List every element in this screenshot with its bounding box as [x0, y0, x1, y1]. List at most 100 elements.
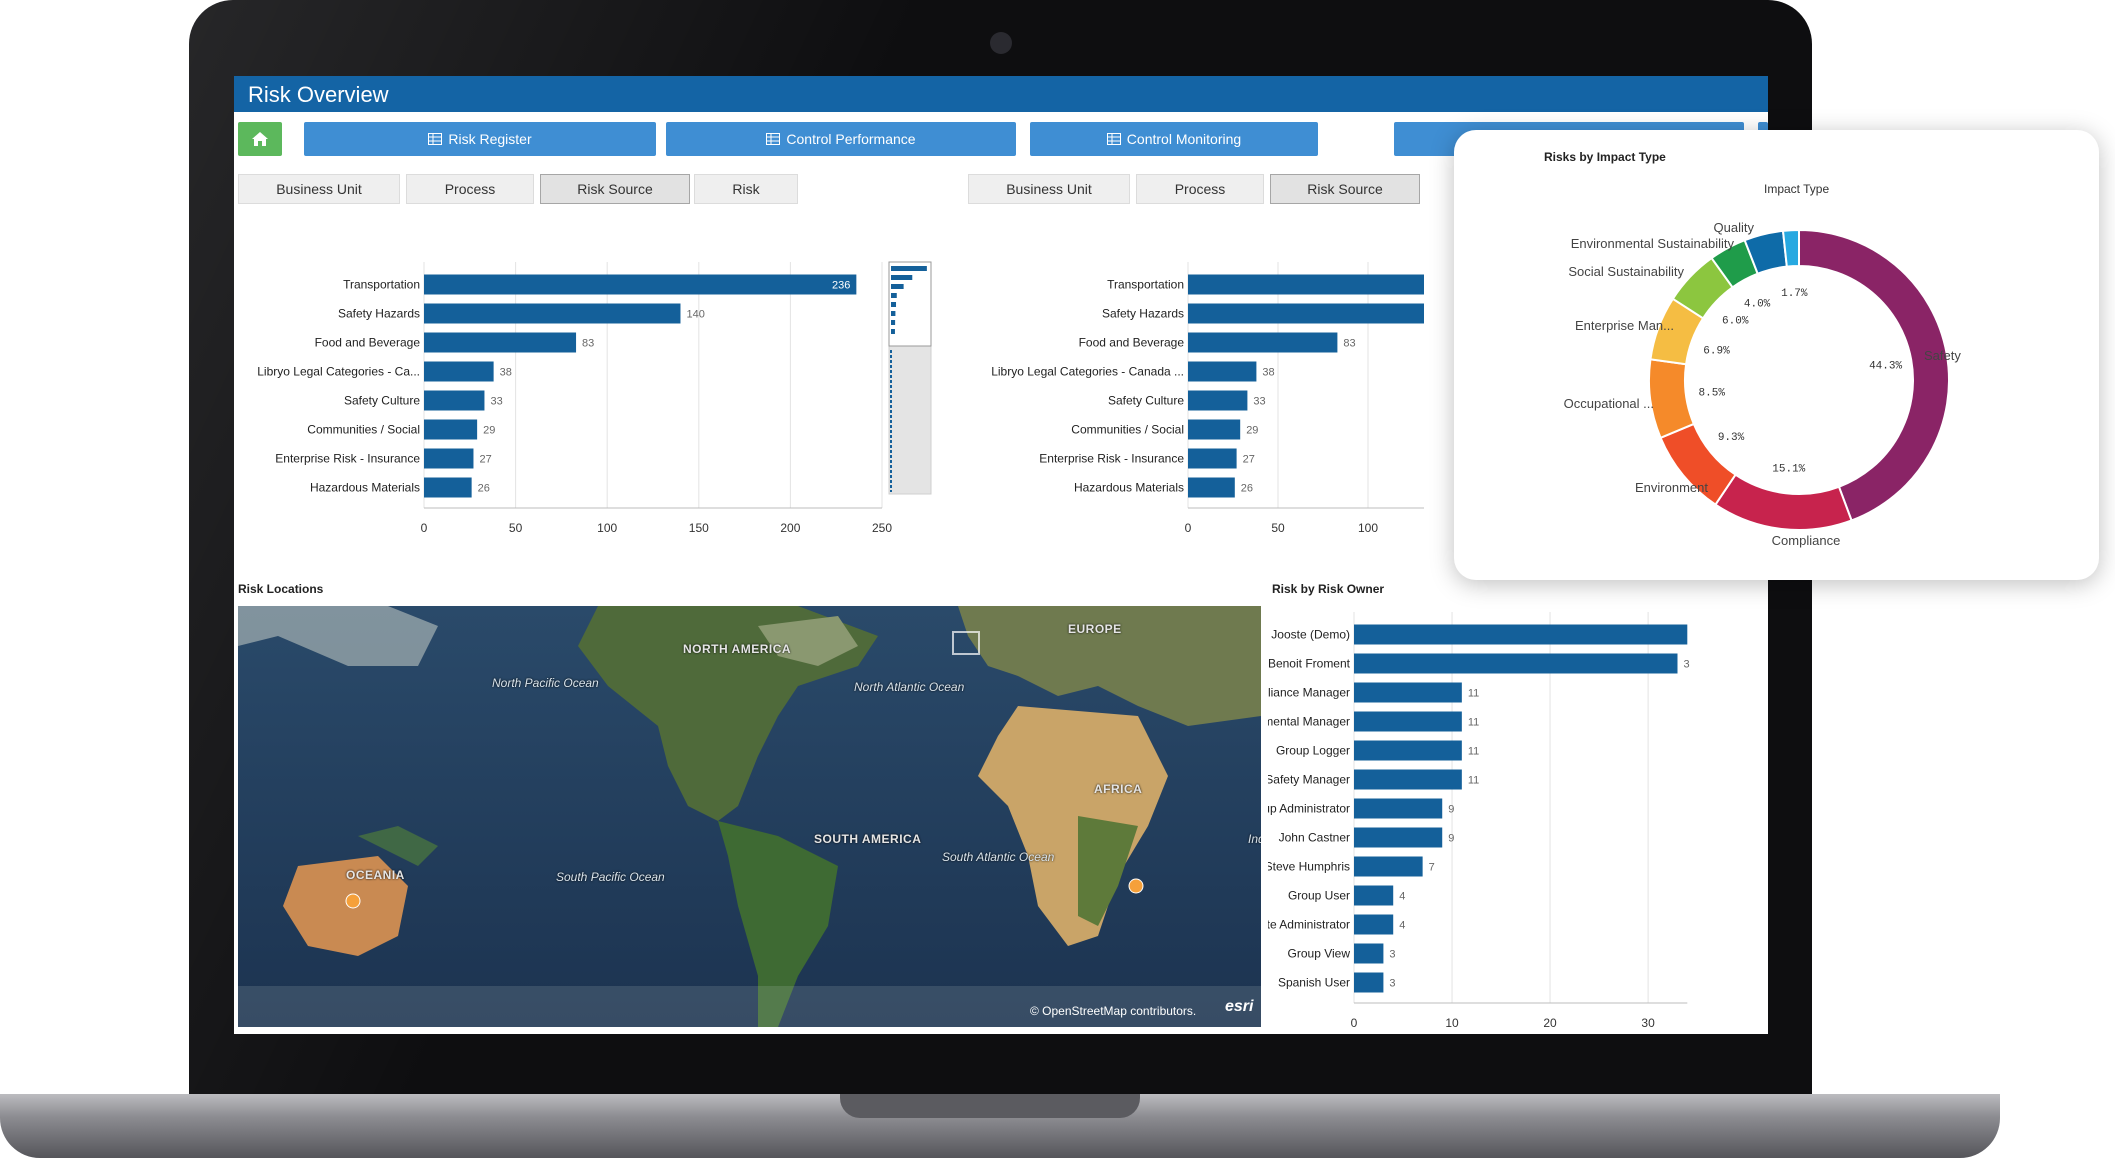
esri-logo: esri — [1225, 998, 1254, 1015]
slice-label: Social Sustainability — [1568, 264, 1684, 279]
table-icon — [1106, 133, 1121, 145]
x-tick-label: 100 — [1358, 521, 1378, 535]
overview-bar — [891, 266, 927, 271]
value-label: 11 — [1468, 717, 1479, 729]
tab-business-unit-right[interactable]: Business Unit — [968, 174, 1130, 204]
label-indian-ocean: Ind — [1248, 832, 1261, 846]
bar[interactable] — [1354, 856, 1423, 877]
x-tick-label: 10 — [1445, 1016, 1459, 1030]
value-label: 236 — [832, 280, 850, 292]
control-monitoring-button[interactable]: Control Monitoring — [1030, 122, 1318, 156]
bar[interactable] — [424, 274, 857, 295]
bar[interactable] — [424, 419, 478, 440]
bar[interactable] — [1354, 769, 1462, 790]
category-label: Transportation — [1107, 278, 1184, 292]
overview-bar — [891, 284, 904, 289]
home-extent-icon[interactable] — [952, 631, 980, 655]
category-label: CJ Jooste (Demo) — [1268, 628, 1350, 642]
bar[interactable] — [1188, 361, 1257, 382]
control-performance-button[interactable]: Control Performance — [666, 122, 1016, 156]
slice-label: Compliance — [1772, 533, 1841, 548]
bar[interactable] — [1354, 740, 1462, 761]
tab-label: Risk — [732, 181, 760, 197]
tab-business-unit-left[interactable]: Business Unit — [238, 174, 400, 204]
bar[interactable] — [1354, 827, 1443, 848]
page-title: Risk Overview — [248, 82, 389, 107]
bar[interactable] — [1188, 332, 1338, 353]
bar[interactable] — [1354, 972, 1384, 993]
category-label: Benoit Froment — [1268, 657, 1351, 671]
value-label: 3 — [1683, 659, 1689, 671]
tab-label: Process — [444, 181, 496, 197]
slice-label: Environmental Sustainability — [1571, 236, 1735, 251]
category-label: Hazardous Materials — [310, 481, 420, 495]
category-label: Libryo Legal Categories - Canada ... — [991, 365, 1184, 379]
bar[interactable] — [1354, 711, 1462, 732]
bar[interactable] — [1354, 682, 1462, 703]
x-tick-label: 200 — [780, 521, 800, 535]
bar[interactable] — [1188, 477, 1235, 498]
slice-percent: 8.5% — [1699, 387, 1726, 399]
category-label: Libryo Legal Categories - Ca... — [257, 365, 420, 379]
donut-slice[interactable] — [1648, 358, 1696, 440]
x-tick-label: 50 — [509, 521, 523, 535]
bar[interactable] — [1188, 419, 1241, 440]
tab-process-left[interactable]: Process — [406, 174, 534, 204]
slice-percent: 4.0% — [1744, 299, 1771, 311]
x-tick-label: 0 — [1185, 521, 1192, 535]
tab-process-right[interactable]: Process — [1136, 174, 1264, 204]
risk-register-button[interactable]: Risk Register — [304, 122, 656, 156]
bar[interactable] — [1188, 274, 1424, 295]
bar[interactable] — [1188, 390, 1248, 411]
value-label: 29 — [1246, 425, 1258, 437]
bar[interactable] — [424, 448, 474, 469]
category-label: Safety Culture — [1108, 394, 1184, 408]
category-label: Group User — [1288, 889, 1350, 903]
x-tick-label: 20 — [1543, 1016, 1557, 1030]
tab-risk-source-left[interactable]: Risk Source — [540, 174, 690, 204]
value-label: 3 — [1389, 949, 1395, 961]
donut-slice[interactable] — [1781, 228, 1800, 268]
value-label: 140 — [686, 309, 704, 321]
label-north-america: NORTH AMERICA — [683, 642, 792, 656]
bar[interactable] — [424, 477, 472, 498]
bar[interactable] — [1188, 448, 1237, 469]
bar[interactable] — [1354, 798, 1443, 819]
bar[interactable] — [1354, 653, 1678, 674]
tab-risk-source-right[interactable]: Risk Source — [1270, 174, 1420, 204]
control-monitoring-label: Control Monitoring — [1126, 131, 1242, 147]
slice-percent: 44.3% — [1869, 360, 1902, 372]
bar[interactable] — [424, 390, 485, 411]
bar[interactable] — [424, 361, 494, 382]
overview-bar — [891, 320, 896, 325]
category-label: Enterprise Risk - Insurance — [275, 452, 420, 466]
bar[interactable] — [1188, 303, 1424, 324]
bar[interactable] — [1354, 885, 1394, 906]
bar[interactable] — [424, 303, 681, 324]
bar[interactable] — [424, 332, 577, 353]
donut-slice[interactable] — [1798, 228, 1950, 522]
webcam — [990, 32, 1012, 54]
value-label: 4 — [1399, 891, 1405, 903]
value-label: 11 — [1468, 688, 1479, 700]
value-label: 33 — [1253, 396, 1265, 408]
category-label: Safety Hazards — [338, 307, 420, 321]
value-label: 38 — [500, 367, 512, 379]
risk-location-marker[interactable] — [1128, 878, 1144, 894]
risk-location-marker[interactable] — [345, 893, 361, 909]
value-label: 27 — [1243, 454, 1255, 466]
value-label: 29 — [483, 425, 495, 437]
home-button[interactable] — [238, 122, 282, 156]
bar[interactable] — [1354, 624, 1688, 645]
value-label: 27 — [479, 454, 491, 466]
donut-slice[interactable] — [1714, 473, 1853, 531]
category-label: Environmental Manager — [1268, 715, 1350, 729]
category-label: Group View — [1288, 947, 1351, 961]
bar[interactable] — [1354, 914, 1394, 935]
slice-label: Occupational ... — [1564, 396, 1654, 411]
bar[interactable] — [1354, 943, 1384, 964]
label-south-america: SOUTH AMERICA — [814, 832, 922, 846]
tab-risk-left[interactable]: Risk — [694, 174, 798, 204]
slice-label: Enterprise Man... — [1575, 318, 1674, 333]
risk-locations-map[interactable]: NORTH AMERICA EUROPE AFRICA SOUTH AMERIC… — [238, 606, 1261, 1027]
